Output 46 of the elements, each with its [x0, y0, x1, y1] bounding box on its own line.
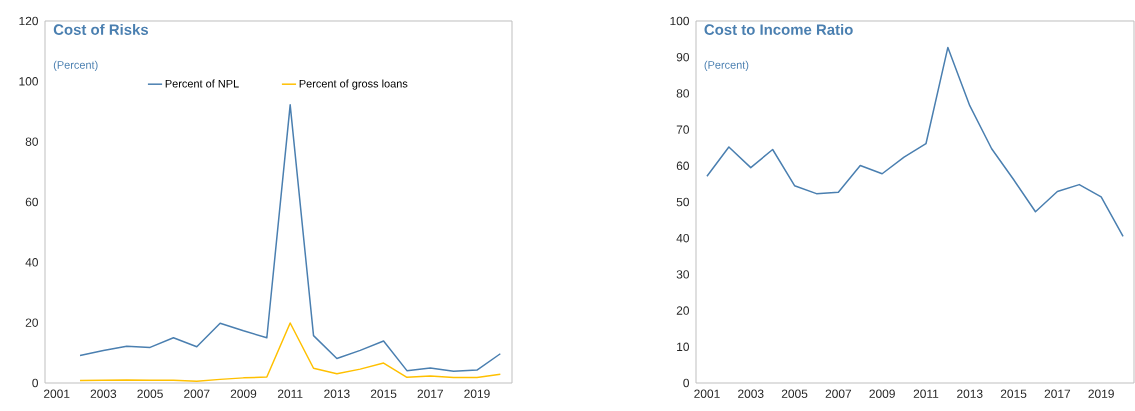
y-tick-label: 0 — [683, 378, 690, 388]
x-tick-label: 2005 — [137, 389, 163, 398]
y-tick-label: 80 — [25, 137, 39, 146]
y-tick-label: 40 — [676, 233, 690, 243]
y-tick-label: 20 — [676, 306, 690, 315]
y-tick-label: 100 — [19, 77, 39, 86]
y-tick-label: 20 — [25, 318, 39, 327]
x-tick-label: 2007 — [825, 389, 852, 398]
x-tick-label: 2003 — [90, 389, 117, 398]
x-tick-label: 2013 — [957, 389, 983, 398]
x-tick-label: 2019 — [464, 389, 490, 398]
x-tick-label: 2007 — [184, 389, 210, 398]
x-tick-label: 2001 — [694, 389, 720, 398]
y-tick-label: 100 — [670, 16, 690, 26]
x-tick-label: 2009 — [869, 389, 895, 398]
line-series — [706, 46, 1124, 238]
y-tick-label: 10 — [677, 342, 690, 352]
y-tick-label: 0 — [32, 378, 39, 388]
text: (Percent) — [53, 60, 98, 71]
legend-label: Percent of gross loans — [299, 79, 408, 90]
x-tick-label: 2009 — [230, 389, 257, 398]
y-tick-label: 60 — [676, 161, 690, 171]
y-tick-label: 30 — [676, 270, 690, 279]
x-tick-label: 2019 — [1088, 389, 1114, 398]
y-tick-label: 40 — [25, 258, 39, 267]
x-tick-label: 2015 — [1000, 389, 1027, 398]
x-tick-label: 2003 — [738, 389, 764, 398]
legend-label: Percent of NPL — [165, 79, 239, 88]
chart-title: Cost to Income Ratio — [704, 23, 853, 35]
x-tick-label: 2011 — [277, 389, 303, 398]
y-tick-label: 120 — [19, 16, 39, 26]
y-tick-label: 70 — [676, 125, 690, 134]
y-tick-label: 60 — [25, 197, 39, 207]
x-tick-label: 2013 — [324, 389, 350, 398]
x-tick-label: 2015 — [370, 389, 397, 398]
x-tick-label: 2005 — [781, 389, 808, 398]
x-tick-label: 2001 — [43, 389, 70, 398]
x-tick-label: 2011 — [913, 389, 939, 398]
y-tick-label: 50 — [676, 197, 690, 207]
text: (Percent) — [704, 60, 749, 71]
x-tick-label: 2017 — [417, 389, 443, 398]
y-tick-label: 90 — [676, 52, 690, 62]
y-tick-label: 80 — [676, 89, 690, 98]
x-tick-label: 2017 — [1044, 389, 1071, 398]
line-series — [79, 104, 502, 372]
chart-title: Cost of Risks — [53, 23, 149, 35]
